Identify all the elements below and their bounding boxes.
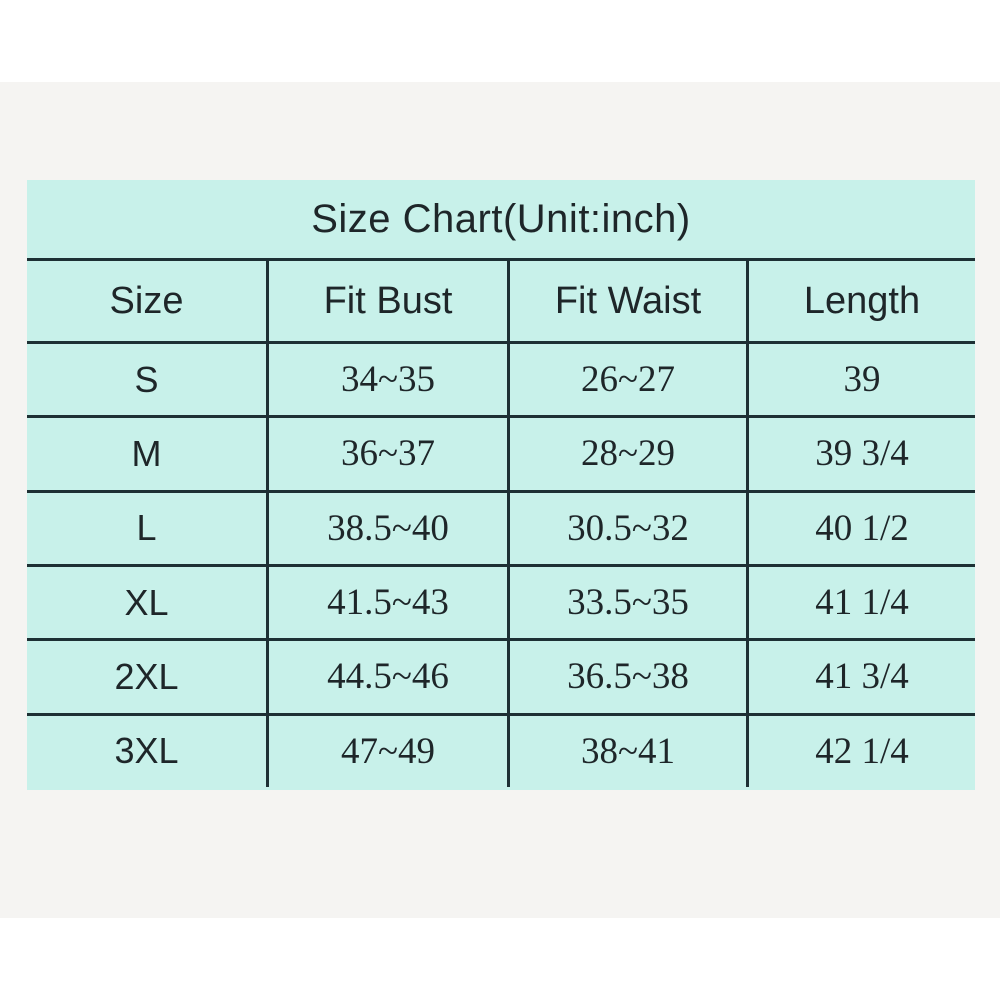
- row-l-size-label: L: [27, 489, 266, 564]
- row-2xl-fit-bust: 44.5~46: [266, 638, 507, 713]
- row-2xl-size-label: 2XL: [27, 638, 266, 712]
- row-xl-fit-bust: 41.5~43: [266, 564, 507, 639]
- row-m-fit-waist: 28~29: [507, 415, 746, 490]
- row-xl-length: 41 1/4: [746, 564, 975, 639]
- row-s-fit-bust: 34~35: [266, 341, 507, 416]
- row-l-fit-waist: 30.5~32: [507, 489, 746, 564]
- row-3xl-fit-bust: 47~49: [266, 712, 507, 787]
- row-m-size-label: M: [27, 415, 266, 489]
- row-s-fit-waist: 26~27: [507, 341, 746, 416]
- size-chart-table: Size Chart(Unit:inch) Size Fit Bust Fit …: [27, 180, 975, 790]
- row-3xl-fit-waist: 38~41: [507, 712, 746, 787]
- column-header-size: Size: [109, 279, 184, 322]
- size-chart-title: Size Chart(Unit:inch): [27, 180, 975, 261]
- row-2xl-length: 41 3/4: [746, 638, 975, 713]
- row-3xl-size-label: 3XL: [27, 712, 266, 787]
- row-s-length: 39: [746, 341, 975, 416]
- row-s-size-label: S: [27, 341, 266, 415]
- column-header-fit-bust: Fit Bust: [266, 261, 507, 341]
- row-m-fit-bust: 36~37: [266, 415, 507, 490]
- size-table-grid: Size Fit Bust Fit Waist Length S 34~35 2…: [27, 261, 975, 787]
- row-3xl-length: 42 1/4: [746, 712, 975, 787]
- row-l-fit-bust: 38.5~40: [266, 489, 507, 564]
- row-2xl-fit-waist: 36.5~38: [507, 638, 746, 713]
- column-header-length: Length: [746, 261, 975, 341]
- row-xl-size-label: XL: [27, 564, 266, 638]
- row-xl-fit-waist: 33.5~35: [507, 564, 746, 639]
- row-m-length: 39 3/4: [746, 415, 975, 490]
- row-l-length: 40 1/2: [746, 489, 975, 564]
- column-header-fit-waist: Fit Waist: [507, 261, 746, 341]
